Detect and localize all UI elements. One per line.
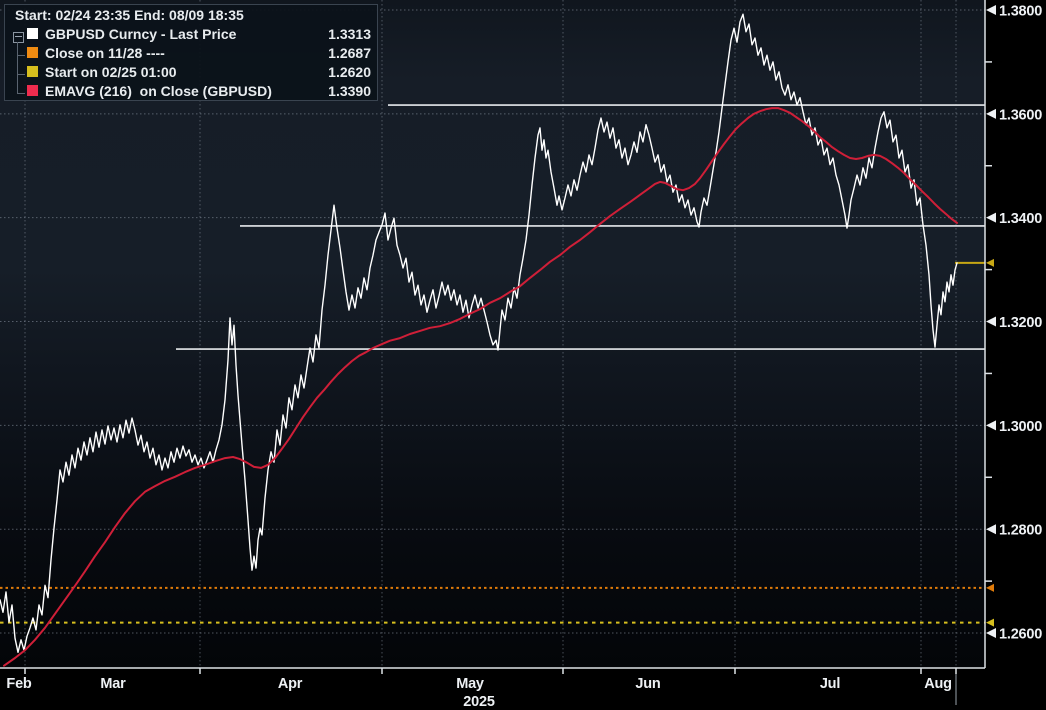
x-month-label: Apr (278, 676, 303, 692)
legend-series-name: Close on 11/28 ---- (45, 44, 165, 61)
y-tick-label: 1.3400 (999, 211, 1042, 227)
legend-series-name: GBPUSD Curncy - Last Price (45, 25, 237, 42)
legend-tree-stub (18, 55, 25, 56)
legend-tree-stub (18, 93, 25, 94)
legend-series-name: EMAVG (216) on Close (GBPUSD) (45, 82, 272, 99)
legend-tree-line (17, 42, 18, 94)
legend-series-value: 1.2687 (328, 44, 371, 61)
y-tick-label: 1.3600 (999, 107, 1042, 123)
last-price-swatch-icon (27, 28, 38, 39)
y-tick-arrow-icon (986, 316, 996, 327)
axis-price-marker (986, 583, 994, 592)
legend-row-emavg[interactable]: EMAVG (216) on Close (GBPUSD) 1.3390 (5, 81, 377, 100)
y-tick-arrow-icon (986, 524, 996, 535)
x-month-label: Mar (100, 676, 126, 692)
legend-series-name: Start on 02/25 01:00 (45, 63, 177, 80)
price-line (0, 13, 958, 653)
legend-tree-stub (18, 74, 25, 75)
y-tick-label: 1.3200 (999, 315, 1042, 331)
y-tick-arrow-icon (986, 5, 996, 15)
x-month-label: May (456, 676, 484, 692)
legend-series-value: 1.3313 (328, 25, 371, 42)
legend-series-value: 1.2620 (328, 63, 371, 80)
emavg-line (3, 107, 958, 667)
y-tick-arrow-icon (986, 212, 996, 223)
y-tick-arrow-icon (986, 108, 996, 119)
legend-tree-collapse-icon[interactable] (13, 32, 24, 43)
legend-row-last-price[interactable]: GBPUSD Curncy - Last Price 1.3313 (5, 24, 377, 43)
x-year-label: 2025 (463, 694, 495, 710)
chart-legend: Start: 02/24 23:35 End: 08/09 18:35 GBPU… (4, 4, 378, 101)
start-line-swatch-icon (27, 66, 38, 77)
legend-range-row: Start: 02/24 23:35 End: 08/09 18:35 (5, 5, 377, 24)
emavg-swatch-icon (27, 85, 38, 96)
close-line-swatch-icon (27, 47, 38, 58)
axis-price-marker (986, 258, 994, 267)
y-tick-label: 1.3000 (999, 419, 1042, 435)
y-tick-label: 1.2800 (999, 523, 1042, 539)
legend-row-close-1128[interactable]: Close on 11/28 ---- 1.2687 (5, 43, 377, 62)
x-month-label: Jul (820, 676, 840, 692)
date-range-label: Start: 02/24 23:35 End: 08/09 18:35 (15, 6, 244, 23)
axis-price-marker (986, 618, 994, 627)
x-month-label: Feb (6, 676, 32, 692)
y-tick-arrow-icon (986, 420, 996, 431)
legend-row-start-0225[interactable]: Start on 02/25 01:00 1.2620 (5, 62, 377, 81)
x-month-label: Jun (635, 676, 660, 692)
y-tick-label: 1.2600 (999, 627, 1042, 643)
x-month-label: Aug (924, 676, 952, 692)
plot-background (0, 0, 985, 668)
y-tick-label: 1.3800 (999, 4, 1042, 20)
legend-series-value: 1.3390 (328, 82, 371, 99)
y-tick-arrow-icon (986, 628, 996, 639)
